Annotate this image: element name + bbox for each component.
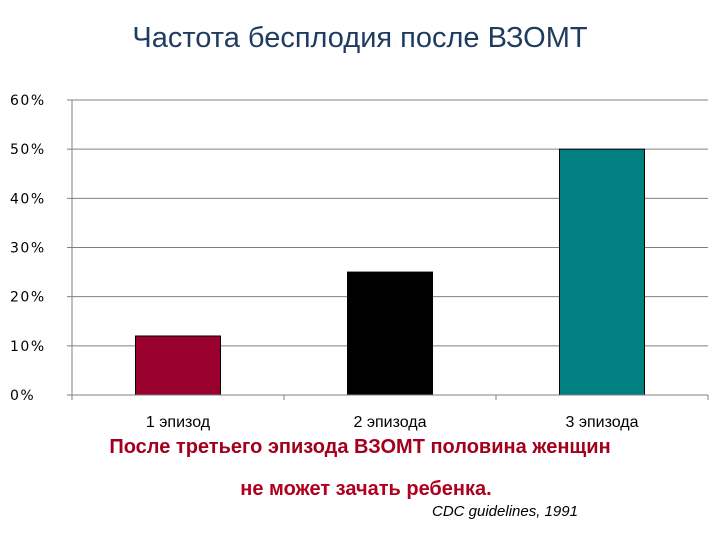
category-label: 1 эпизод [146,414,211,431]
y-tick-label: 10% [10,339,46,355]
bar-1 [135,335,221,396]
category-label: 2 эпизода [353,414,426,431]
bars [135,148,645,396]
conclusion-line-2: не может зачать ребенка. [240,478,492,500]
y-tick-label: 40% [10,191,46,207]
source-citation: CDC guidelines, 1991 [432,503,578,520]
category-label: 3 эпизода [565,414,638,431]
y-tick-label: 0% [10,388,35,404]
y-tick-label: 50% [10,142,46,158]
conclusion-line-1: После третьего эпизода ВЗОМТ половина же… [109,436,611,458]
y-axis-ticks: 0% 10% 20% 30% 40% 50% 60% [10,93,72,404]
y-tick-label: 30% [10,241,46,257]
x-axis-ticks [71,395,709,400]
category-labels: 1 эпизод 2 эпизода 3 эпизода [146,414,639,431]
bar-2 [347,271,433,396]
slide-title: Частота бесплодия после ВЗОМТ [132,22,588,54]
y-tick-label: 60% [10,93,46,109]
y-tick-label: 20% [10,290,46,306]
bar-3 [559,148,645,396]
